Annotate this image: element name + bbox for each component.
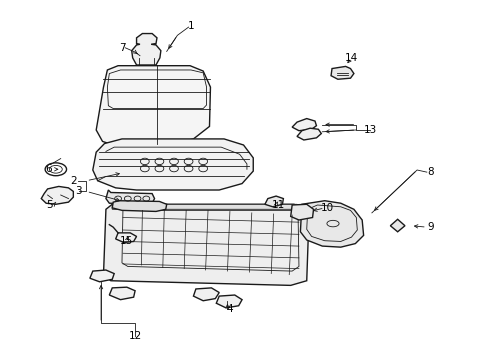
Text: 3: 3 xyxy=(75,186,81,197)
Polygon shape xyxy=(106,190,154,204)
Polygon shape xyxy=(41,186,73,204)
Polygon shape xyxy=(131,33,161,65)
Text: 5: 5 xyxy=(46,200,52,210)
Polygon shape xyxy=(216,295,242,308)
Text: 6: 6 xyxy=(46,164,52,174)
Polygon shape xyxy=(96,66,210,148)
Polygon shape xyxy=(300,201,363,247)
Polygon shape xyxy=(93,139,253,190)
Text: 1: 1 xyxy=(187,21,194,31)
Polygon shape xyxy=(330,66,353,79)
Text: 12: 12 xyxy=(128,332,142,342)
Text: 7: 7 xyxy=(119,43,125,53)
Polygon shape xyxy=(103,204,308,285)
Text: 14: 14 xyxy=(344,53,357,63)
Polygon shape xyxy=(90,270,114,282)
Polygon shape xyxy=(290,204,313,220)
Text: 15: 15 xyxy=(120,237,133,247)
Polygon shape xyxy=(112,201,166,211)
Text: 11: 11 xyxy=(271,200,285,210)
Polygon shape xyxy=(193,288,219,301)
Polygon shape xyxy=(296,128,321,140)
Polygon shape xyxy=(389,219,404,232)
Polygon shape xyxy=(291,118,316,131)
Text: 4: 4 xyxy=(226,304,233,314)
Text: 8: 8 xyxy=(426,167,433,177)
Polygon shape xyxy=(264,196,283,207)
Text: 13: 13 xyxy=(363,125,376,135)
Polygon shape xyxy=(112,204,301,214)
Text: 10: 10 xyxy=(320,203,333,213)
Polygon shape xyxy=(116,233,136,243)
Polygon shape xyxy=(109,287,135,300)
Text: 2: 2 xyxy=(70,176,77,186)
Text: 9: 9 xyxy=(426,222,433,232)
